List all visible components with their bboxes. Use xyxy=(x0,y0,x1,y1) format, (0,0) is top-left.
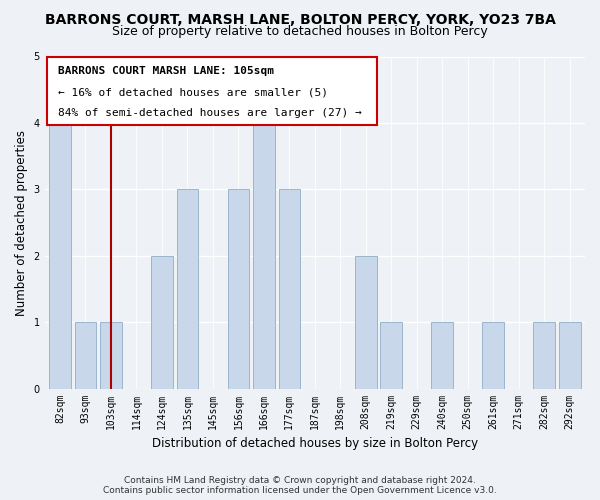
Text: Contains HM Land Registry data © Crown copyright and database right 2024.: Contains HM Land Registry data © Crown c… xyxy=(124,476,476,485)
Bar xyxy=(151,256,173,388)
Bar xyxy=(482,322,504,388)
Bar xyxy=(380,322,402,388)
Bar xyxy=(559,322,581,388)
Bar xyxy=(533,322,555,388)
Bar xyxy=(100,322,122,388)
FancyBboxPatch shape xyxy=(47,56,377,124)
Bar xyxy=(227,190,249,388)
Bar xyxy=(176,190,198,388)
Bar xyxy=(355,256,377,388)
Text: Contains public sector information licensed under the Open Government Licence v3: Contains public sector information licen… xyxy=(103,486,497,495)
Bar xyxy=(49,123,71,388)
Text: BARRONS COURT, MARSH LANE, BOLTON PERCY, YORK, YO23 7BA: BARRONS COURT, MARSH LANE, BOLTON PERCY,… xyxy=(44,12,556,26)
Text: Size of property relative to detached houses in Bolton Percy: Size of property relative to detached ho… xyxy=(112,25,488,38)
Bar xyxy=(278,190,300,388)
Y-axis label: Number of detached properties: Number of detached properties xyxy=(15,130,28,316)
X-axis label: Distribution of detached houses by size in Bolton Percy: Distribution of detached houses by size … xyxy=(152,437,478,450)
Text: BARRONS COURT MARSH LANE: 105sqm: BARRONS COURT MARSH LANE: 105sqm xyxy=(58,66,274,76)
Bar xyxy=(253,123,275,388)
Text: ← 16% of detached houses are smaller (5): ← 16% of detached houses are smaller (5) xyxy=(58,88,328,98)
Bar xyxy=(74,322,96,388)
Bar xyxy=(431,322,453,388)
Text: 84% of semi-detached houses are larger (27) →: 84% of semi-detached houses are larger (… xyxy=(58,108,362,118)
